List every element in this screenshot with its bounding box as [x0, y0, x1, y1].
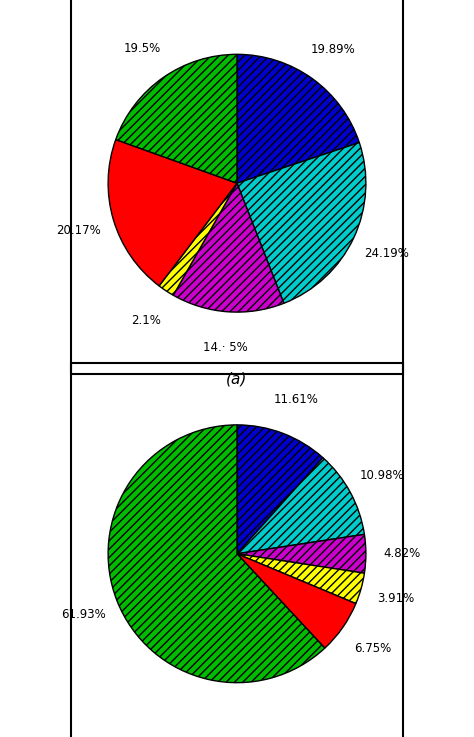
- Wedge shape: [237, 425, 323, 553]
- Wedge shape: [159, 184, 237, 296]
- Text: 19.5%: 19.5%: [124, 42, 161, 55]
- Wedge shape: [237, 55, 359, 184]
- Text: 2.1%: 2.1%: [131, 315, 161, 327]
- Wedge shape: [237, 142, 366, 304]
- Wedge shape: [237, 458, 365, 553]
- Text: (a): (a): [226, 371, 248, 387]
- Text: 10.98%: 10.98%: [360, 469, 404, 482]
- Text: 11.61%: 11.61%: [273, 393, 318, 406]
- Text: 14.· 5%: 14.· 5%: [203, 341, 247, 354]
- Text: 3.91%: 3.91%: [377, 592, 414, 605]
- Text: 61.93%: 61.93%: [61, 608, 106, 621]
- Wedge shape: [108, 425, 325, 682]
- Wedge shape: [116, 55, 237, 184]
- Text: 6.75%: 6.75%: [354, 642, 391, 654]
- Text: 19.89%: 19.89%: [311, 43, 356, 56]
- Wedge shape: [237, 534, 366, 573]
- Text: 24.19%: 24.19%: [364, 247, 409, 260]
- Wedge shape: [108, 139, 237, 286]
- Text: 4.82%: 4.82%: [383, 548, 420, 560]
- Wedge shape: [237, 553, 356, 648]
- Text: 20.17%: 20.17%: [56, 223, 101, 237]
- Wedge shape: [237, 553, 365, 604]
- Wedge shape: [173, 184, 284, 312]
